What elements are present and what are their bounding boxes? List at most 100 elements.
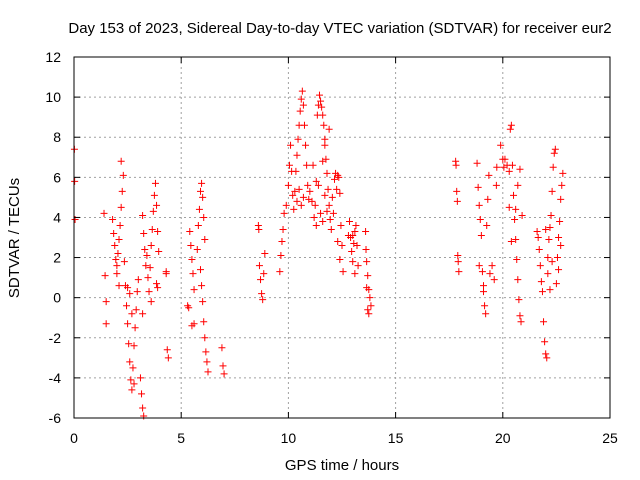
data-point xyxy=(299,193,307,201)
data-point xyxy=(148,225,156,233)
data-point xyxy=(323,169,331,177)
data-point xyxy=(534,234,542,241)
y-tick-label: -6 xyxy=(49,410,62,426)
data-point xyxy=(258,290,266,298)
data-point xyxy=(484,195,492,203)
data-point xyxy=(544,270,552,278)
data-point xyxy=(542,350,550,358)
data-point xyxy=(162,270,170,278)
data-point xyxy=(153,201,161,209)
data-point xyxy=(540,318,548,326)
data-point xyxy=(185,304,193,312)
data-point xyxy=(133,288,141,296)
data-point xyxy=(454,252,462,260)
data-point xyxy=(485,171,493,179)
data-point xyxy=(190,286,198,294)
y-tick-label: -4 xyxy=(49,370,62,386)
x-tick-label: 15 xyxy=(388,430,404,446)
data-point xyxy=(511,215,519,223)
data-point xyxy=(333,185,341,193)
data-point xyxy=(119,171,127,179)
grid xyxy=(74,57,610,418)
data-point xyxy=(147,242,155,250)
data-points xyxy=(70,87,567,420)
data-point xyxy=(354,262,362,270)
data-point xyxy=(139,211,147,219)
data-point xyxy=(304,181,312,189)
data-point xyxy=(365,310,373,318)
data-point xyxy=(255,225,263,233)
data-point xyxy=(190,320,198,328)
data-point xyxy=(276,268,284,276)
data-point xyxy=(112,256,120,264)
data-point xyxy=(476,215,484,223)
data-point xyxy=(549,163,557,171)
data-point xyxy=(260,270,268,278)
x-tick-label: 20 xyxy=(495,430,511,446)
data-point xyxy=(285,161,293,169)
data-point xyxy=(195,205,203,213)
data-point xyxy=(290,205,298,213)
data-point xyxy=(320,121,328,129)
data-point xyxy=(481,302,489,310)
data-point xyxy=(338,242,346,250)
data-point xyxy=(478,268,486,276)
data-point xyxy=(123,302,131,310)
data-point xyxy=(546,286,554,294)
data-point xyxy=(557,242,565,250)
data-point xyxy=(508,161,516,169)
data-point xyxy=(551,145,559,153)
data-point xyxy=(200,213,208,221)
data-point xyxy=(501,155,509,163)
data-point xyxy=(329,209,337,217)
data-point xyxy=(536,262,544,270)
data-point xyxy=(512,205,520,213)
data-point xyxy=(514,276,522,284)
data-point xyxy=(188,256,196,264)
data-point xyxy=(505,167,513,175)
y-tick-label: -2 xyxy=(49,330,62,346)
data-point xyxy=(128,310,136,318)
data-point xyxy=(118,187,126,195)
data-point xyxy=(150,191,158,199)
data-point xyxy=(480,288,488,296)
data-point xyxy=(134,276,142,284)
data-point xyxy=(139,310,147,318)
data-point xyxy=(115,236,123,244)
data-point xyxy=(482,310,490,318)
data-point xyxy=(555,234,563,241)
data-point xyxy=(130,380,138,388)
data-point xyxy=(130,342,138,350)
data-point xyxy=(330,175,338,183)
data-point xyxy=(128,386,136,394)
data-point xyxy=(538,288,546,296)
data-point xyxy=(115,282,123,290)
data-point xyxy=(349,258,357,266)
data-point xyxy=(510,191,518,199)
data-point xyxy=(259,296,267,304)
data-point xyxy=(552,280,560,288)
data-point xyxy=(474,183,482,191)
data-point xyxy=(300,121,308,129)
data-point xyxy=(291,187,299,195)
data-point xyxy=(124,284,132,292)
data-point xyxy=(145,288,153,296)
data-point xyxy=(114,250,122,258)
data-point xyxy=(317,209,325,217)
data-point xyxy=(544,254,552,262)
data-point xyxy=(337,221,345,229)
data-point xyxy=(483,221,491,229)
data-point xyxy=(297,201,305,209)
data-point xyxy=(139,404,147,412)
data-point xyxy=(198,282,206,290)
data-point xyxy=(203,358,211,366)
data-point xyxy=(475,201,483,209)
data-point xyxy=(363,284,371,292)
data-point xyxy=(321,191,329,199)
data-point xyxy=(140,229,148,237)
data-point xyxy=(515,296,523,304)
data-point xyxy=(473,159,481,167)
data-point xyxy=(311,201,319,209)
data-point xyxy=(366,294,374,302)
